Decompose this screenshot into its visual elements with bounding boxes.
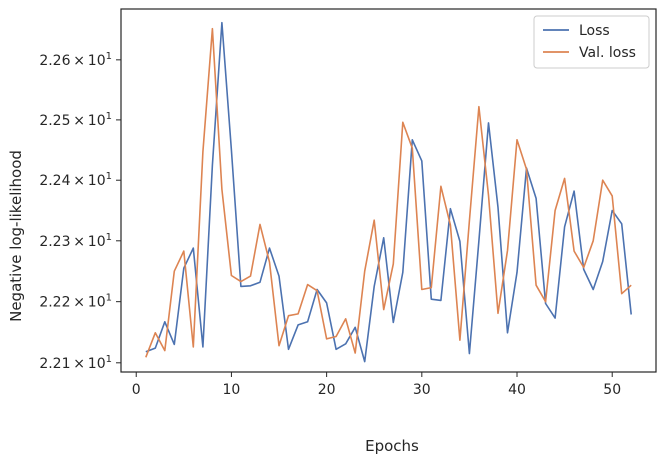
x-tick-label: 40 — [508, 382, 526, 398]
y-tick-label: 2.23 × 101 — [39, 232, 112, 250]
axis-ticks: 0 10 20 30 40 50 2.21 × 101 2.22 × 101 2.23 × 10… — [39, 51, 621, 398]
x-tick-label: 10 — [223, 382, 241, 398]
y-tick-label: 2.24 × 101 — [39, 171, 112, 189]
legend-box — [533, 15, 650, 69]
y-tick-label: 2.25 × 101 — [39, 111, 112, 129]
y-axis-label: Negative log-likelihood — [7, 150, 25, 322]
x-tick-label: 0 — [132, 382, 141, 398]
legend-label-1: Loss — [579, 23, 610, 39]
x-tick-label: 50 — [603, 382, 621, 398]
legend-label-2: Val. loss — [579, 45, 636, 61]
x-tick-label: 20 — [318, 382, 336, 398]
y-tick-label: 2.26 × 101 — [39, 51, 112, 69]
y-tick-label: 2.22 × 101 — [39, 293, 112, 311]
series-line-2 — [145, 27, 632, 358]
series-line-1 — [145, 21, 632, 363]
plot-area — [120, 8, 657, 373]
y-tick-label: 2.21 × 101 — [39, 354, 112, 372]
x-tick-label: 30 — [413, 382, 431, 398]
plot-frame — [120, 8, 657, 373]
x-axis-label: Epochs — [365, 437, 419, 455]
legend: Loss Val. loss — [533, 15, 650, 69]
